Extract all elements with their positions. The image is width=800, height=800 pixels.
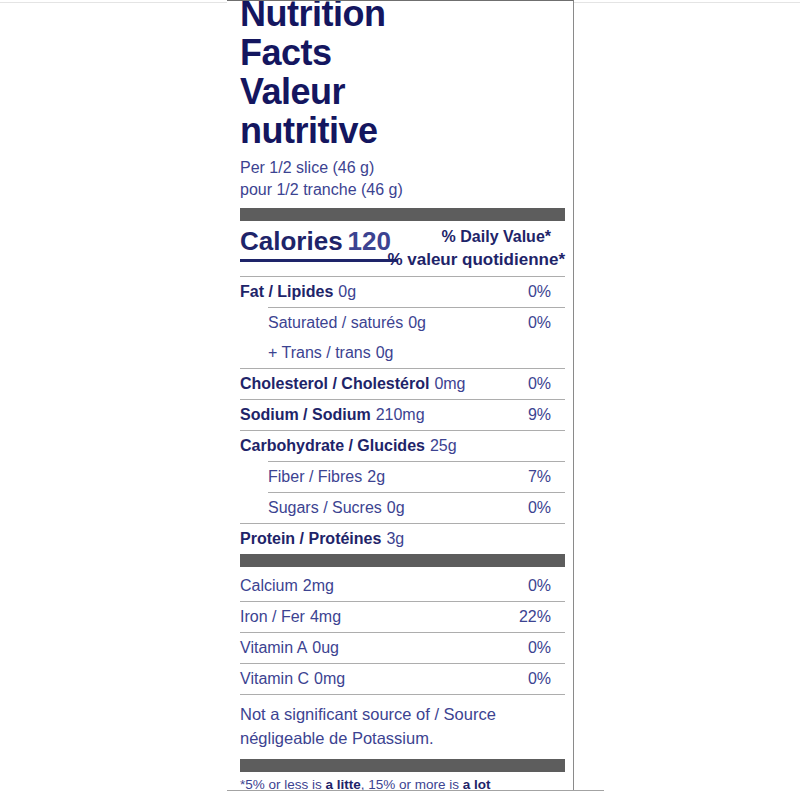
nutrient-row-trans: + Trans / trans0g xyxy=(268,338,565,368)
page: Nutrition Facts Valeur nutritive Per 1/2… xyxy=(0,0,800,800)
mineral-percent: 0% xyxy=(528,576,565,595)
title-line-en-2: Facts xyxy=(240,33,565,72)
mineral-row-calcium: Calcium2mg 0% xyxy=(240,567,565,602)
nutrient-percent: 0% xyxy=(528,498,565,517)
nutrient-row-saturated: Saturated / saturés0g 0% xyxy=(268,307,565,338)
nutrient-percent: 0% xyxy=(528,282,565,301)
mineral-row-iron: Iron / Fer4mg 22% xyxy=(240,602,565,633)
mineral-label: Vitamin C0mg xyxy=(240,669,345,688)
title-line-fr-2: nutritive xyxy=(240,111,565,150)
insignificant-source-note: Not a significant source of / Source nég… xyxy=(240,695,565,759)
serving-size: Per 1/2 slice (46 g) pour 1/2 tranche (4… xyxy=(240,157,565,201)
nutrient-row-carbohydrate: Carbohydrate / Glucides25g xyxy=(240,430,565,461)
nutrient-percent: 0% xyxy=(528,374,565,393)
nutrient-label: Saturated / saturés0g xyxy=(268,313,426,332)
mineral-row-vitamin-a: Vitamin A0ug 0% xyxy=(240,633,565,664)
thick-separator-bar-top xyxy=(240,208,565,221)
serving-size-fr: pour 1/2 tranche (46 g) xyxy=(240,179,565,201)
mineral-label: Calcium2mg xyxy=(240,576,334,595)
label-title: Nutrition Facts Valeur nutritive xyxy=(240,0,565,150)
title-line-fr-1: Valeur xyxy=(240,72,565,111)
nutrient-row-fiber: Fiber / Fibres2g 7% xyxy=(268,461,565,492)
calories-label: Calories xyxy=(240,226,343,256)
nutrient-row-cholesterol: Cholesterol / Cholestérol0mg 0% xyxy=(240,368,565,399)
note-line-1: Not a significant source of / Source xyxy=(240,702,565,726)
mineral-percent: 0% xyxy=(528,669,565,688)
footnote-line-en: *5% or less is a litte, 15% or more is a… xyxy=(240,776,565,790)
nutrient-percent: 7% xyxy=(528,467,565,486)
nutrient-label: Sugars / Sucres0g xyxy=(268,498,405,517)
title-line-en-1: Nutrition xyxy=(240,0,565,33)
nutrient-label: + Trans / trans0g xyxy=(268,343,394,362)
nutrient-label: Cholesterol / Cholestérol0mg xyxy=(240,374,466,393)
mineral-label: Iron / Fer4mg xyxy=(240,607,341,626)
nutrient-row-sodium: Sodium / Sodium210mg 9% xyxy=(240,399,565,430)
calories-value: Calories120 xyxy=(240,226,397,262)
label-bottom-rule xyxy=(227,790,604,791)
nutrient-percent: 0% xyxy=(528,313,565,332)
nutrient-row-sugars: Sugars / Sucres0g 0% xyxy=(268,492,565,523)
nutrition-facts-label: Nutrition Facts Valeur nutritive Per 1/2… xyxy=(227,0,574,790)
thick-separator-bar-bottom xyxy=(240,759,565,772)
nutrient-row-fat: Fat / Lipides0g 0% xyxy=(240,277,565,307)
nutrient-label: Sodium / Sodium210mg xyxy=(240,405,425,424)
daily-value-header-en: % Daily Value* xyxy=(442,228,551,246)
nutrient-label: Fiber / Fibres2g xyxy=(268,467,385,486)
mineral-row-vitamin-c: Vitamin C0mg 0% xyxy=(240,664,565,695)
daily-value-footnote: *5% or less is a litte, 15% or more is a… xyxy=(240,776,565,790)
nutrient-label: Protein / Protéines3g xyxy=(240,529,404,548)
nutrient-label: Fat / Lipides0g xyxy=(240,282,356,301)
mineral-label: Vitamin A0ug xyxy=(240,638,339,657)
mineral-percent: 22% xyxy=(519,607,565,626)
thick-separator-bar-middle xyxy=(240,554,565,567)
nutrient-percent: 9% xyxy=(528,405,565,424)
calories-amount: 120 xyxy=(348,226,391,256)
serving-size-en: Per 1/2 slice (46 g) xyxy=(240,157,565,179)
daily-value-header-fr: % valeur quotidienne* xyxy=(387,250,565,270)
mineral-percent: 0% xyxy=(528,638,565,657)
nutrient-row-protein: Protein / Protéines3g xyxy=(240,523,565,554)
note-line-2: négligeable de Potassium. xyxy=(240,726,565,750)
calories-section: Calories120 % Daily Value* % valeur quot… xyxy=(240,221,565,277)
nutrient-label: Carbohydrate / Glucides25g xyxy=(240,436,457,455)
